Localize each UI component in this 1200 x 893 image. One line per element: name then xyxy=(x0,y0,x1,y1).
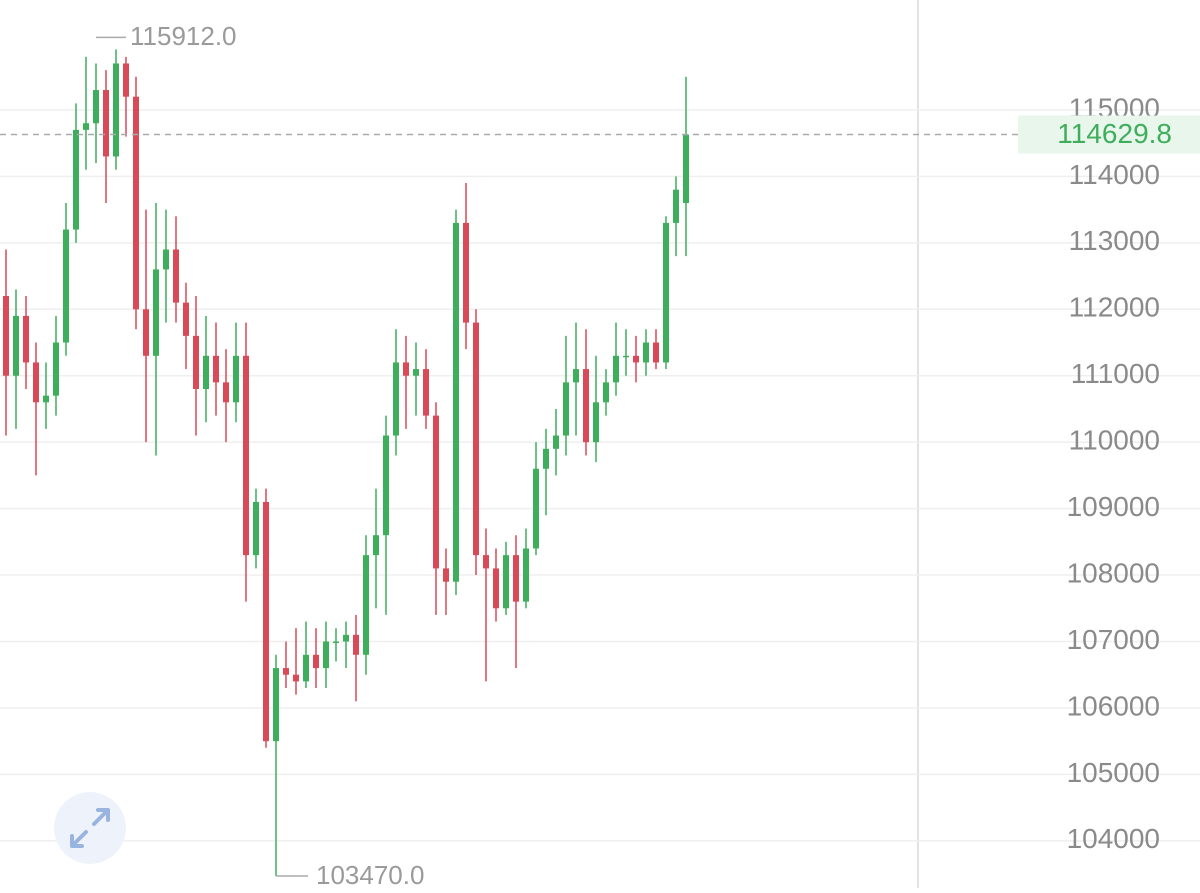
min-label: 103470.0 xyxy=(316,860,424,888)
candle-body xyxy=(473,322,479,556)
candle-body xyxy=(33,362,39,403)
candle-body xyxy=(653,342,659,363)
candle-body xyxy=(113,63,119,157)
candle-body xyxy=(243,355,249,556)
last-price-tag xyxy=(1018,115,1200,154)
candle-body xyxy=(213,355,219,383)
last-price-label: 114629.8 xyxy=(1057,118,1172,149)
expand-icon[interactable] xyxy=(70,808,110,848)
candle-body xyxy=(603,382,609,403)
candle-body xyxy=(53,342,59,396)
candle-body xyxy=(163,249,169,270)
candle-body xyxy=(83,123,89,130)
candle-body xyxy=(513,555,519,602)
candle-body xyxy=(643,342,649,363)
candle-body xyxy=(203,355,209,390)
candle-body xyxy=(273,668,279,742)
candle-body xyxy=(13,315,19,376)
candle-body xyxy=(433,415,439,569)
candle-body xyxy=(153,269,159,356)
candle-body xyxy=(363,555,369,655)
candle-body xyxy=(613,355,619,383)
y-tick-label: 106000 xyxy=(1067,690,1160,721)
candle-body xyxy=(233,355,239,403)
candle-body xyxy=(573,369,579,383)
candle-body xyxy=(253,501,259,556)
candle-body xyxy=(133,96,139,310)
candle-body xyxy=(413,369,419,376)
y-tick-label: 112000 xyxy=(1069,292,1160,323)
candle-body xyxy=(293,674,299,682)
candle-body xyxy=(543,448,549,469)
candle-body xyxy=(593,402,599,443)
candle-body xyxy=(3,296,9,376)
y-tick-label: 108000 xyxy=(1067,557,1160,588)
expand-button[interactable] xyxy=(54,792,126,864)
candle-body xyxy=(183,302,189,336)
candle-body xyxy=(223,382,229,403)
candle-body xyxy=(173,249,179,303)
y-tick-label: 107000 xyxy=(1067,624,1160,655)
candle-body xyxy=(93,90,99,124)
candle-body xyxy=(683,134,689,203)
candle-body xyxy=(563,382,569,436)
candle-body xyxy=(313,654,319,669)
candle-body xyxy=(353,634,359,655)
candle-body xyxy=(43,395,49,403)
candle-body xyxy=(423,369,429,416)
candle-body xyxy=(373,535,379,556)
candle-body xyxy=(63,229,69,343)
y-tick-label: 113000 xyxy=(1069,225,1160,256)
candle-body xyxy=(393,362,399,436)
candle-body xyxy=(123,63,129,97)
candle-body xyxy=(533,468,539,549)
candle-body xyxy=(333,641,339,643)
candle-body xyxy=(23,315,29,363)
candle-body xyxy=(523,548,529,602)
candle-body xyxy=(143,309,149,356)
candle-body xyxy=(193,335,199,390)
candle-body xyxy=(633,355,639,363)
candle-body xyxy=(323,641,329,669)
candle-body xyxy=(103,90,109,157)
candle-body xyxy=(623,355,629,358)
y-tick-label: 114000 xyxy=(1069,159,1160,190)
candle-body xyxy=(493,568,499,609)
candle-body xyxy=(263,501,269,742)
candle-body xyxy=(343,634,349,642)
candle-body xyxy=(383,435,389,536)
max-label: 115912.0 xyxy=(130,21,237,51)
candle-body xyxy=(553,435,559,449)
candle-body xyxy=(283,668,289,675)
candle-body xyxy=(303,654,309,682)
y-tick-label: 105000 xyxy=(1067,757,1160,788)
candle-body xyxy=(483,555,489,569)
y-tick-label: 111000 xyxy=(1071,358,1160,389)
y-tick-label: 109000 xyxy=(1067,491,1160,522)
y-tick-label: 110000 xyxy=(1069,425,1160,456)
candle-body xyxy=(453,222,459,582)
candle-body xyxy=(663,222,669,363)
candle-body xyxy=(443,568,449,582)
expand-bg[interactable] xyxy=(54,792,126,864)
candle-body xyxy=(73,129,79,230)
candle-body xyxy=(403,362,409,376)
candle-body xyxy=(463,222,469,323)
candle-body xyxy=(503,555,509,609)
candle-body xyxy=(583,369,589,443)
y-tick-label: 104000 xyxy=(1067,823,1160,854)
candle-body xyxy=(673,189,679,223)
